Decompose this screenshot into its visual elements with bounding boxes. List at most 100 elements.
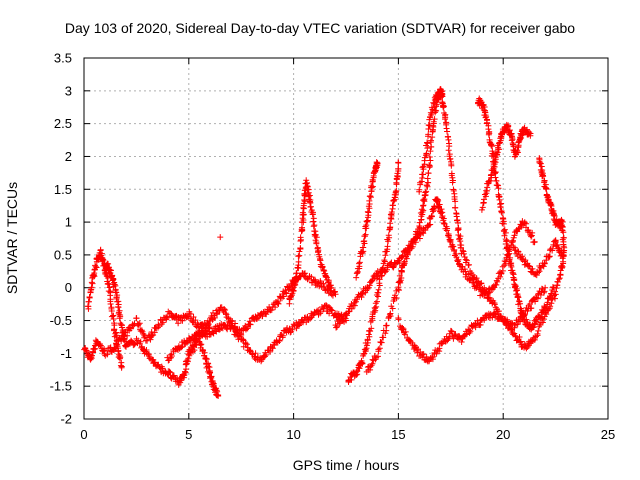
data-point-track-i (373, 275, 380, 282)
data-point-track-p (487, 177, 494, 184)
data-point-track-m (440, 103, 447, 110)
data-point-track-q (543, 186, 550, 193)
data-point-track-n (547, 303, 554, 310)
data-point-track-o (533, 318, 540, 325)
x-tick-label: 5 (185, 427, 192, 442)
data-point-track-m (455, 226, 462, 233)
data-point-track-b (85, 298, 92, 305)
data-point-track-h (310, 215, 317, 222)
data-point-track-i (493, 281, 500, 288)
data-point-track-a (163, 315, 170, 322)
data-point-track-k (353, 274, 360, 281)
data-point-track-r (519, 253, 526, 260)
data-point-track-l (418, 206, 425, 213)
data-point-track-d (166, 368, 173, 375)
data-point-track-j (379, 264, 386, 271)
data-point-track-r (512, 247, 519, 254)
data-point-track-j (367, 328, 374, 335)
data-point-track-m (419, 175, 426, 182)
data-point-track-l (393, 294, 400, 301)
data-point-track-a (159, 319, 166, 326)
data-point-track-o (500, 220, 507, 227)
data-point-track-a (253, 315, 260, 322)
data-point-track-m (425, 122, 432, 129)
data-point-track-h (287, 293, 294, 300)
data-point-track-m (438, 94, 445, 101)
data-point-track-f (267, 348, 274, 355)
data-point-track-m (448, 162, 455, 169)
data-point-track-i (486, 289, 493, 296)
data-point-track-m (450, 187, 457, 194)
data-point-track-e (191, 347, 198, 354)
data-point-track-j (372, 307, 379, 314)
data-point-track-p (488, 172, 495, 179)
data-point-track-q (545, 196, 552, 203)
data-point-track-k (356, 260, 363, 267)
data-point-track-l (398, 275, 405, 282)
data-point-track-l (387, 310, 394, 317)
data-point-track-f (269, 345, 276, 352)
y-tick-label: 3 (65, 83, 72, 98)
data-point-track-i (364, 285, 371, 292)
data-point-track-f (320, 305, 327, 312)
data-point-track-b (99, 256, 106, 263)
data-point-track-k (362, 233, 369, 240)
data-point-track-a (147, 336, 154, 343)
data-point-track-c (111, 281, 118, 288)
data-point-track-o (501, 232, 508, 239)
data-point-track-m (446, 143, 453, 150)
data-point-track-m (442, 114, 449, 121)
data-point-track-d (135, 337, 142, 344)
data-point-track-n (448, 328, 455, 335)
data-point-track-m (455, 220, 462, 227)
data-point-track-p (490, 165, 497, 172)
data-point-track-a (97, 342, 104, 349)
data-point-track-i (370, 273, 377, 280)
data-point-track-l (389, 305, 396, 312)
data-point-track-n (512, 332, 519, 339)
data-point-track-m (428, 110, 435, 117)
data-point-track-l (420, 197, 427, 204)
data-point-track-a (275, 298, 282, 305)
data-point-track-f (165, 357, 172, 364)
data-point-track-i (455, 256, 462, 263)
data-point-track-n (434, 346, 441, 353)
data-point-track-c (108, 272, 115, 279)
data-point-track-h (311, 222, 318, 229)
data-point-track-h (295, 258, 302, 265)
data-point-track-l (427, 162, 434, 169)
data-point-track-m (457, 233, 464, 240)
data-point-track-j (371, 304, 378, 311)
data-point-track-i (499, 263, 506, 270)
data-point-track-e (215, 393, 222, 400)
data-point-track-b (111, 326, 118, 333)
data-point-track-i (351, 299, 358, 306)
data-point-track-m (445, 147, 452, 154)
data-point-track-b (110, 315, 117, 322)
data-point-track-m (534, 295, 541, 302)
data-point-track-n (446, 334, 453, 341)
data-point-track-a (91, 346, 98, 353)
data-point-track-h (290, 287, 297, 294)
data-point-track-h (299, 224, 306, 231)
data-point-track-m (541, 288, 548, 295)
data-point-track-m (532, 298, 539, 305)
data-point-track-p (494, 151, 501, 158)
data-point-track-f (185, 335, 192, 342)
data-point-track-k (356, 259, 363, 266)
data-point-track-l (423, 188, 430, 195)
y-tick-label: 1 (65, 215, 72, 230)
data-point-track-k (364, 208, 371, 215)
data-point-track-k (367, 194, 374, 201)
data-point-track-a (187, 311, 194, 318)
data-point-track-n (551, 295, 558, 302)
data-point-track-a (224, 314, 231, 321)
data-point-track-n (395, 316, 402, 323)
data-point-track-i (510, 237, 517, 244)
data-point-track-a (304, 276, 311, 283)
data-point-track-i (531, 238, 538, 245)
data-point-track-m (463, 257, 470, 264)
data-point-track-c (117, 313, 124, 320)
data-point-track-l (409, 241, 416, 248)
data-point-track-f (296, 321, 303, 328)
